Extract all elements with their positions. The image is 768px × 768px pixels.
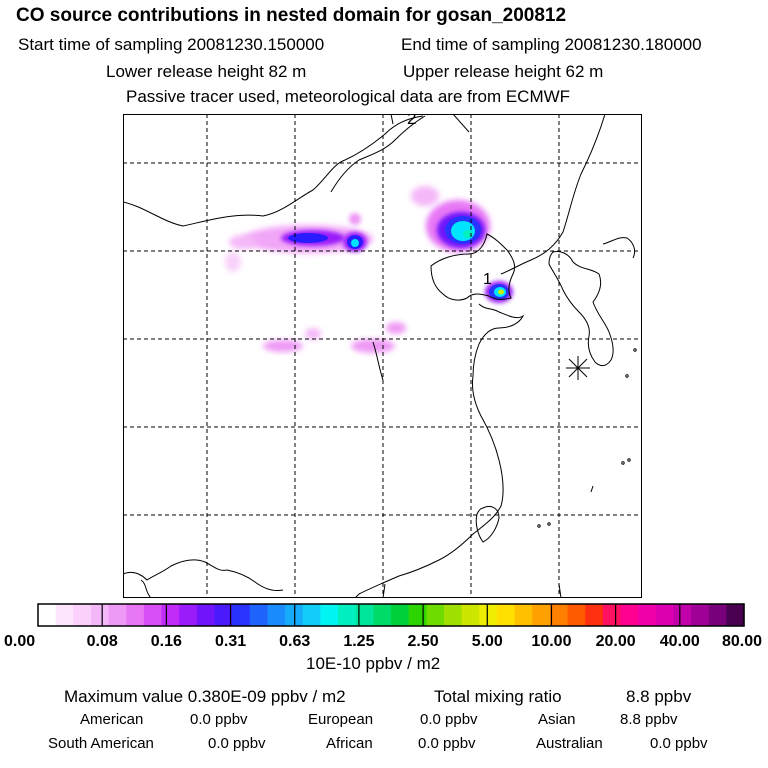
plume-northeast bbox=[411, 186, 490, 252]
grid-label-top: 2 bbox=[407, 114, 416, 128]
region-value-australian: 0.0 ppbv bbox=[650, 735, 708, 752]
plume-south-band bbox=[263, 322, 406, 353]
colorbar-cell bbox=[443, 604, 463, 626]
colorbar: 0.00 0.08 0.16 0.31 0.63 1.25 2.50 5.00 10.00 20.… bbox=[4, 603, 762, 650]
colorbar-cell bbox=[214, 604, 233, 626]
colorbar-tick-label: 1.25 bbox=[343, 633, 374, 650]
colorbar-cell bbox=[161, 604, 180, 626]
colorbar-cell bbox=[708, 604, 727, 626]
coastlines bbox=[123, 114, 637, 598]
colorbar-cell bbox=[232, 604, 251, 626]
colorbar-tick-label: 0.00 bbox=[4, 633, 35, 650]
colorbar-cell bbox=[479, 604, 498, 626]
colorbar-tick-label: 80.00 bbox=[722, 633, 762, 650]
region-name-south-american: South American bbox=[48, 735, 154, 752]
region-value-asian: 8.8 ppbv bbox=[620, 711, 678, 728]
region-value-american: 0.0 ppbv bbox=[190, 711, 248, 728]
colorbar-cell bbox=[355, 604, 374, 626]
region-name-african: African bbox=[326, 735, 373, 752]
colorbar-cell bbox=[302, 604, 321, 626]
colorbar-tick-label: 20.00 bbox=[596, 633, 636, 650]
colorbar-cell bbox=[373, 604, 392, 626]
region-value-south-american: 0.0 ppbv bbox=[208, 735, 266, 752]
end-time-label: End time of sampling 20081230.180000 bbox=[401, 35, 702, 54]
colorbar-cell bbox=[602, 604, 622, 626]
site-label: 1 bbox=[483, 271, 492, 288]
colorbar-tick-label: 10.00 bbox=[531, 633, 571, 650]
plume-west-band bbox=[225, 213, 373, 272]
colorbar-cell bbox=[179, 604, 198, 626]
page-title: CO source contributions in nested domain… bbox=[16, 5, 567, 26]
map-frame bbox=[123, 114, 642, 598]
colorbar-cell bbox=[320, 604, 339, 626]
colorbar-cell bbox=[532, 604, 551, 626]
colorbar-cell bbox=[55, 604, 74, 626]
colorbar-cell bbox=[126, 604, 145, 626]
colorbar-tick-label: 0.31 bbox=[215, 633, 246, 650]
max-value: Maximum value 0.380E-09 ppbv / m2 bbox=[64, 687, 346, 706]
colorbar-cell bbox=[249, 604, 269, 626]
colorbar-cell bbox=[143, 604, 163, 626]
upper-release-height: Upper release height 62 m bbox=[403, 62, 604, 81]
colorbar-cell bbox=[514, 604, 533, 626]
map-gridlines bbox=[123, 114, 642, 598]
colorbar-cell bbox=[585, 604, 604, 626]
colorbar-cell bbox=[73, 604, 92, 626]
colorbar-cell bbox=[638, 604, 657, 626]
colorbar-cell bbox=[426, 604, 445, 626]
colorbar-cell bbox=[267, 604, 286, 626]
region-name-australian: Australian bbox=[536, 735, 603, 752]
colorbar-unit: 10E-10 ppbv / m2 bbox=[306, 654, 441, 673]
colorbar-cell bbox=[338, 604, 357, 626]
colorbar-cell bbox=[726, 604, 745, 626]
colorbar-cell bbox=[391, 604, 410, 626]
colorbar-frame bbox=[37, 603, 745, 627]
tracer-note: Passive tracer used, meteorological data… bbox=[126, 87, 571, 106]
colorbar-cell bbox=[496, 604, 516, 626]
total-mixing-label: Total mixing ratio bbox=[434, 687, 562, 706]
colorbar-cell bbox=[673, 604, 692, 626]
lower-release-height: Lower release height 82 m bbox=[106, 62, 307, 81]
region-value-african: 0.0 ppbv bbox=[418, 735, 476, 752]
colorbar-cell bbox=[567, 604, 586, 626]
colorbar-tick-label: 0.08 bbox=[87, 633, 118, 650]
colorbar-tick-label: 0.16 bbox=[151, 633, 182, 650]
colorbar-cell bbox=[620, 604, 639, 626]
region-value-european: 0.0 ppbv bbox=[420, 711, 478, 728]
colorbar-tick-label: 40.00 bbox=[660, 633, 700, 650]
map-panel: 2 1 bbox=[123, 114, 642, 598]
colorbar-tick-label: 5.00 bbox=[472, 633, 503, 650]
colorbar-cell bbox=[90, 604, 110, 626]
colorbar-tick-label: 0.63 bbox=[279, 633, 310, 650]
colorbar-cell bbox=[461, 604, 480, 626]
colorbar-cell bbox=[38, 604, 57, 626]
colorbar-cell bbox=[408, 604, 427, 626]
colorbar-cell bbox=[691, 604, 710, 626]
region-name-american: American bbox=[80, 711, 144, 728]
start-time-label: Start time of sampling 20081230.150000 bbox=[18, 35, 325, 54]
colorbar-cell bbox=[549, 604, 569, 626]
receptor-marker-icon bbox=[566, 356, 590, 380]
total-mixing-value: 8.8 ppbv bbox=[626, 687, 692, 706]
region-name-european: European bbox=[308, 711, 374, 728]
colorbar-cell bbox=[655, 604, 674, 626]
colorbar-cell bbox=[196, 604, 216, 626]
colorbar-cell bbox=[108, 604, 127, 626]
colorbar-tick-label: 2.50 bbox=[408, 633, 439, 650]
region-name-asian: Asian bbox=[538, 711, 576, 728]
